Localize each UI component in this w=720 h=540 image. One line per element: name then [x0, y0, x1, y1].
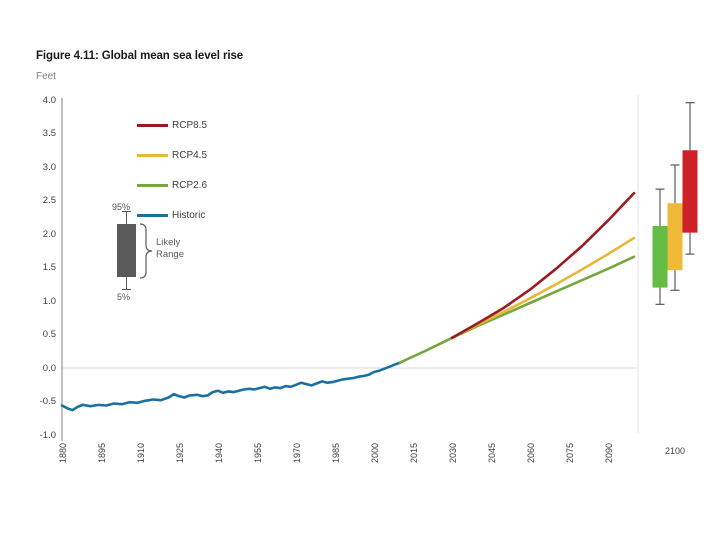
annotation-bottom-stem	[126, 277, 127, 289]
y-tick-label: 0.5	[42, 329, 56, 340]
y-tick-label: 4.0	[42, 94, 56, 106]
y-tick-label: 1.0	[42, 295, 56, 307]
x-tick-label: 1880	[58, 442, 68, 464]
legend-item-rcp45: RCP4.5	[137, 140, 207, 170]
x-tick-label: 1970	[292, 442, 302, 464]
rcp85-line	[450, 191, 636, 340]
y-tick-label: 2.0	[42, 228, 56, 240]
x-tick-label: 2015	[409, 442, 419, 464]
y-tick-label: 1.5	[42, 262, 56, 273]
x-tick-label: 1895	[97, 442, 107, 464]
rcp45-line	[450, 236, 636, 340]
x-tick-label: 2030	[448, 442, 458, 464]
annotation-label: Likely Range	[156, 237, 184, 260]
rcp85-likely-range-box	[682, 150, 698, 233]
chart-legend: RCP8.5 RCP4.5 RCP2.6 Historic	[137, 110, 207, 230]
y-tick-label: 3.5	[42, 128, 56, 139]
figure-title: Figure 4.11: Global mean sea level rise	[36, 50, 244, 62]
y-tick-label: -1.0	[39, 429, 56, 441]
legend-item-rcp85: RCP8.5	[137, 110, 207, 140]
y-tick-label: 3.0	[42, 161, 56, 173]
annotation-bottom-cap	[122, 289, 131, 290]
legend-swatch-rcp45	[137, 153, 168, 157]
legend-label-rcp26: RCP2.6	[172, 179, 208, 191]
legend-swatch-rcp85	[137, 123, 168, 127]
x-tick-label: 2000	[370, 442, 380, 464]
annotation-5-label: 5%	[117, 292, 131, 302]
x-tick-label: 1985	[331, 442, 341, 464]
historic-line	[60, 361, 402, 412]
rcp26-likely-range-box	[652, 225, 668, 288]
y-tick-label: 2.5	[42, 195, 56, 206]
x-tick-label: 1925	[175, 442, 185, 464]
annotation-top-stem	[126, 211, 127, 224]
x-tick-label: 2075	[565, 442, 575, 464]
legend-item-rcp26: RCP2.6	[137, 170, 207, 200]
x-tick-label: 1910	[136, 442, 146, 464]
x-tick-label: 2060	[526, 442, 536, 464]
annotation-95-label: 95%	[112, 202, 131, 212]
legend-label-rcp45: RCP4.5	[172, 149, 208, 161]
x-tick-label-2100: 2100	[664, 446, 686, 456]
legend-item-historic: Historic	[137, 200, 207, 230]
legend-swatch-historic	[137, 213, 168, 217]
legend-label-rcp85: RCP8.5	[172, 119, 208, 131]
annotation-range-box	[117, 224, 136, 277]
y-tick-label: -0.5	[39, 396, 56, 407]
x-tick-label: 2090	[604, 442, 614, 464]
rcp26-line	[398, 255, 636, 364]
legend-swatch-rcp26	[137, 183, 168, 187]
legend-label-historic: Historic	[172, 209, 206, 221]
brace-icon	[139, 223, 153, 279]
x-tick-label: 2045	[487, 442, 497, 464]
rcp45-likely-range-box	[667, 203, 683, 271]
y-axis-unit-label: Feet	[36, 71, 57, 82]
y-tick-label: 0.0	[42, 362, 56, 374]
x-tick-label: 1955	[253, 442, 263, 464]
x-tick-label: 1940	[214, 442, 224, 464]
